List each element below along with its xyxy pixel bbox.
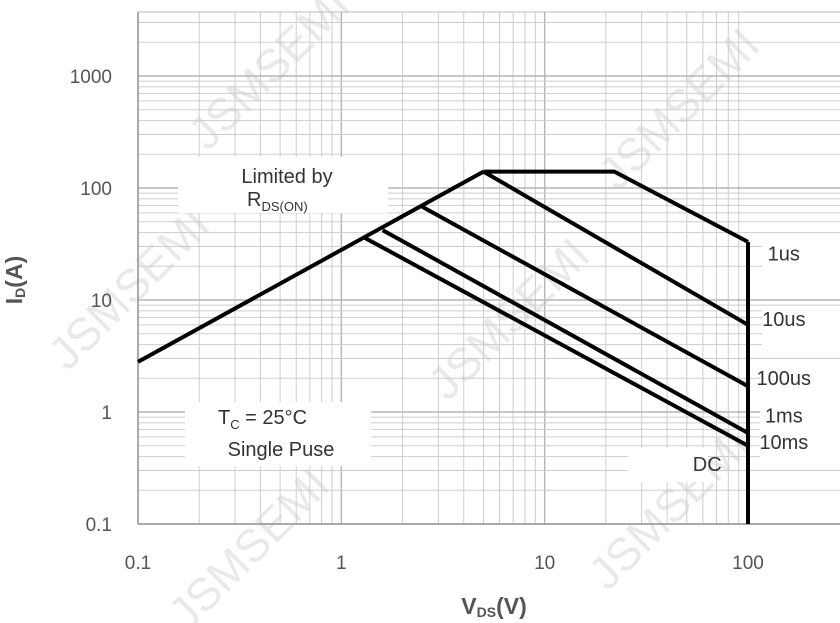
curve-label-10us: 10us — [762, 309, 805, 331]
label-background — [178, 157, 388, 213]
x-tick-label: 1 — [336, 553, 347, 574]
curve-label-1ms: 1ms — [765, 405, 803, 427]
x-tick-label: 0.1 — [125, 553, 151, 574]
label-background — [760, 402, 840, 464]
curve-label-1us: 1us — [768, 244, 800, 266]
x-tick-label: 100 — [732, 553, 764, 574]
plot-frame — [137, 11, 840, 525]
label-background — [185, 402, 371, 466]
axis-titles: VDS(V) ID(A) — [1, 256, 527, 620]
label-background — [762, 236, 840, 278]
y-tick-label: 10 — [91, 291, 112, 312]
label-backgrounds — [178, 157, 840, 482]
label-background — [628, 448, 708, 482]
rds-on-label: RDS(ON) — [247, 189, 308, 214]
y-axis-title: ID(A) — [1, 256, 28, 304]
curve-label-100us: 100us — [757, 368, 812, 390]
series-line-1ms — [381, 228, 749, 435]
annotations: Limited by RDS(ON) TC = 25°C Single Puse — [218, 166, 334, 461]
y-tick-label: 1000 — [70, 67, 112, 88]
series-line-1us — [483, 169, 749, 244]
series-layer: 1us 10us 100us 1ms 10ms DC — [137, 169, 812, 524]
series-line-10ms — [363, 235, 749, 448]
curve-label-dc: DC — [693, 454, 722, 476]
y-tick-label: 1 — [101, 403, 112, 424]
series-line-limited-by-rds-on- — [137, 169, 485, 364]
watermark-text: JSMSEMI — [158, 458, 339, 623]
series-line-100us — [421, 205, 749, 388]
single-pulse-label: Single Puse — [228, 439, 335, 461]
x-axis-title: VDS(V) — [461, 593, 526, 620]
watermark-text: JSMSEMI — [38, 198, 219, 379]
tc-label: TC = 25°C — [218, 407, 307, 432]
limited-by-label: Limited by — [241, 166, 332, 188]
label-background — [762, 306, 840, 346]
x-tick-label: 10 — [534, 553, 555, 574]
y-tick-label: 100 — [80, 179, 112, 200]
curve-label-10ms: 10ms — [759, 432, 808, 454]
tick-labels: 0.1 1 10 100 0.1 1 10 100 1000 — [70, 67, 764, 574]
label-background — [760, 364, 840, 398]
series-line-10us — [482, 169, 750, 327]
y-tick-label: 0.1 — [86, 515, 112, 536]
